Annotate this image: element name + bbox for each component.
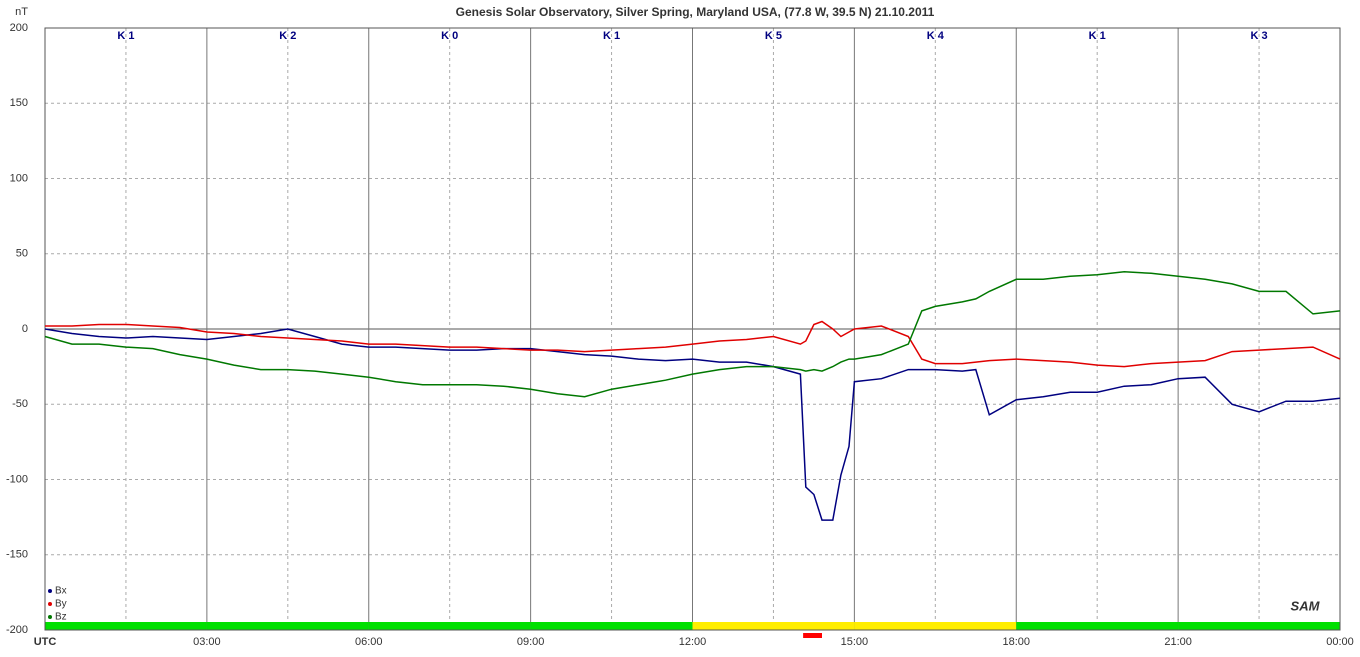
x-tick-label: 21:00 (1164, 636, 1192, 648)
k-index-label: K 4 (927, 30, 945, 42)
y-tick-label: 200 (10, 22, 28, 34)
legend-marker (48, 615, 52, 619)
k-index-bar (45, 622, 207, 630)
y-tick-label: 50 (16, 248, 28, 260)
series-line (44, 328, 1341, 521)
k-index-bar (1178, 622, 1340, 630)
y-tick-label: 150 (10, 97, 28, 109)
k-index-bar (368, 622, 531, 630)
x-tick-label: 18:00 (1002, 636, 1030, 648)
chart-title: Genesis Solar Observatory, Silver Spring… (456, 5, 935, 19)
k-index-bar (692, 622, 855, 630)
y-axis-label: nT (15, 6, 28, 18)
x-tick-label: 06:00 (355, 636, 383, 648)
y-tick-label: -150 (6, 549, 28, 561)
y-tick-label: -50 (12, 398, 28, 410)
y-tick-label: 0 (22, 323, 28, 335)
k-index-label: K 5 (765, 30, 782, 42)
k-index-label: K 1 (603, 30, 620, 42)
x-tick-label: UTC (34, 636, 57, 648)
legend-label: Bx (55, 586, 67, 597)
x-tick-label: 09:00 (517, 636, 545, 648)
k-index-label: K 0 (441, 30, 458, 42)
k-index-label: K 2 (279, 30, 296, 42)
series-line (45, 320, 1341, 368)
alert-marker (803, 633, 822, 638)
y-tick-label: 100 (10, 172, 28, 184)
k-index-label: K 3 (1251, 30, 1268, 42)
legend-label: Bz (55, 612, 67, 623)
k-index-label: K 1 (117, 30, 134, 42)
legend-label: By (55, 599, 67, 610)
k-index-bar (206, 622, 369, 630)
k-index-bar (854, 622, 1017, 630)
series-line (44, 271, 1341, 398)
x-tick-label: 12:00 (679, 636, 707, 648)
k-index-label: K 1 (1089, 30, 1106, 42)
watermark: SAM (1291, 598, 1321, 613)
k-index-bar (1016, 622, 1179, 630)
k-index-bar (530, 622, 693, 630)
legend-marker (48, 589, 52, 593)
y-tick-label: -100 (6, 473, 28, 485)
x-tick-label: 03:00 (193, 636, 221, 648)
x-tick-label: 00:00 (1326, 636, 1354, 648)
y-tick-label: -200 (6, 624, 28, 636)
x-tick-label: 15:00 (841, 636, 869, 648)
legend-marker (48, 602, 52, 606)
